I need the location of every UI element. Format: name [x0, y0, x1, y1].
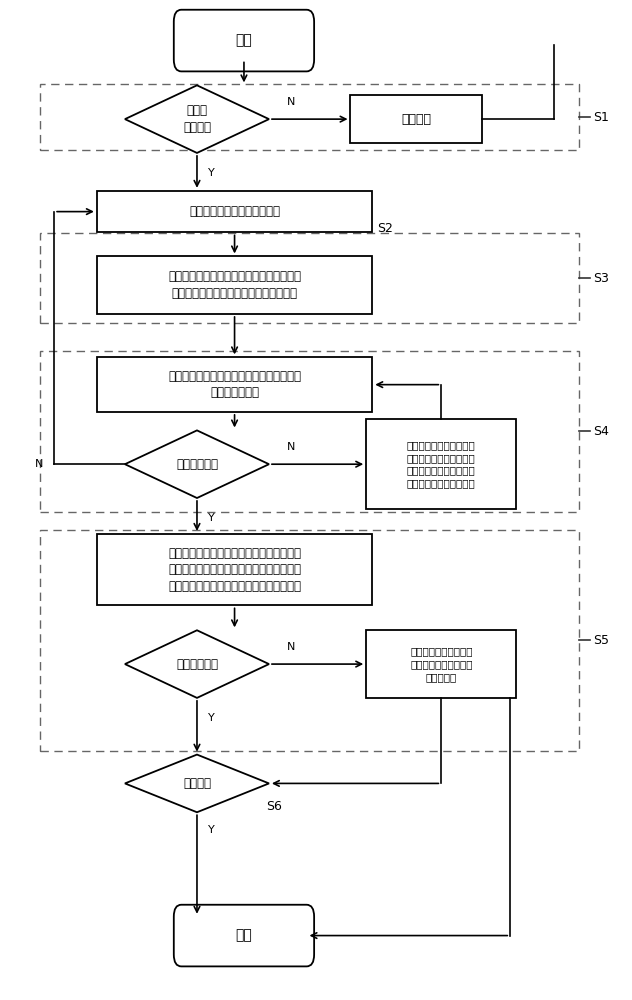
FancyBboxPatch shape	[174, 10, 314, 71]
Text: N: N	[287, 642, 295, 652]
Bar	[40, 530, 579, 751]
Text: 计算实际压比和当前流量，计算当前流量和
目标流量的差值: 计算实际压比和当前流量，计算当前流量和 目标流量的差值	[168, 370, 301, 399]
Text: 计算当前喘振点压力和当前喘振点流量，根
据实际压比、当前流量、当前喘振点压力和
当前喘振点流量计算当前工况与喘振点距离: 计算当前喘振点压力和当前喘振点流量，根 据实际压比、当前流量、当前喘振点压力和 …	[168, 547, 301, 593]
Text: Y: Y	[209, 825, 215, 835]
Text: 结束: 结束	[236, 929, 252, 943]
Bar	[97, 357, 372, 412]
Text: S2: S2	[377, 222, 393, 235]
Text: 计算目标流量，设定目标压比: 计算目标流量，设定目标压比	[189, 205, 280, 218]
Text: N: N	[287, 97, 295, 107]
Bar	[40, 351, 579, 512]
Text: N: N	[35, 459, 43, 469]
Text: 依据目标流量、目标压比设定初步目标电机
转速，拉升电机转速至初步目标电机转速: 依据目标流量、目标压比设定初步目标电机 转速，拉升电机转速至初步目标电机转速	[168, 270, 301, 300]
Text: N: N	[287, 442, 295, 452]
FancyBboxPatch shape	[174, 905, 314, 966]
Bar	[366, 630, 516, 698]
Text: 更新电机第一目标转速和
目标开度，调整电机转速
和旁通阀开度为更新后的
第一目标转速和目标开度: 更新电机第一目标转速和 目标开度，调整电机转速 和旁通阀开度为更新后的 第一目标…	[407, 440, 476, 488]
Polygon shape	[125, 630, 269, 698]
Polygon shape	[125, 85, 269, 153]
Bar	[97, 534, 372, 605]
Text: 距离大于阈值: 距离大于阈值	[176, 658, 218, 671]
Text: Y: Y	[209, 713, 215, 723]
Text: Y: Y	[209, 513, 215, 523]
Text: 差值小于阈值: 差值小于阈值	[176, 458, 218, 471]
Text: S6: S6	[266, 800, 282, 813]
Bar	[97, 191, 372, 232]
Bar	[40, 84, 579, 150]
Text: S4: S4	[593, 425, 609, 438]
Polygon shape	[125, 430, 269, 498]
Text: 空压机
自检正常: 空压机 自检正常	[183, 104, 211, 134]
Text: 开始: 开始	[236, 34, 252, 48]
Bar	[351, 95, 482, 143]
Bar	[366, 419, 516, 509]
Text: S1: S1	[593, 111, 609, 124]
Text: S3: S3	[593, 272, 609, 285]
Text: 故障报警: 故障报警	[401, 113, 431, 126]
Polygon shape	[125, 755, 269, 812]
Bar	[40, 233, 579, 323]
Text: 车辆下电: 车辆下电	[183, 777, 211, 790]
Bar	[97, 256, 372, 314]
Text: Y: Y	[209, 168, 215, 178]
Text: S5: S5	[593, 634, 609, 647]
Text: 调整电机转速至第二目
标转速，调整旁通阀释
放过盈流量: 调整电机转速至第二目 标转速，调整旁通阀释 放过盈流量	[410, 646, 473, 682]
